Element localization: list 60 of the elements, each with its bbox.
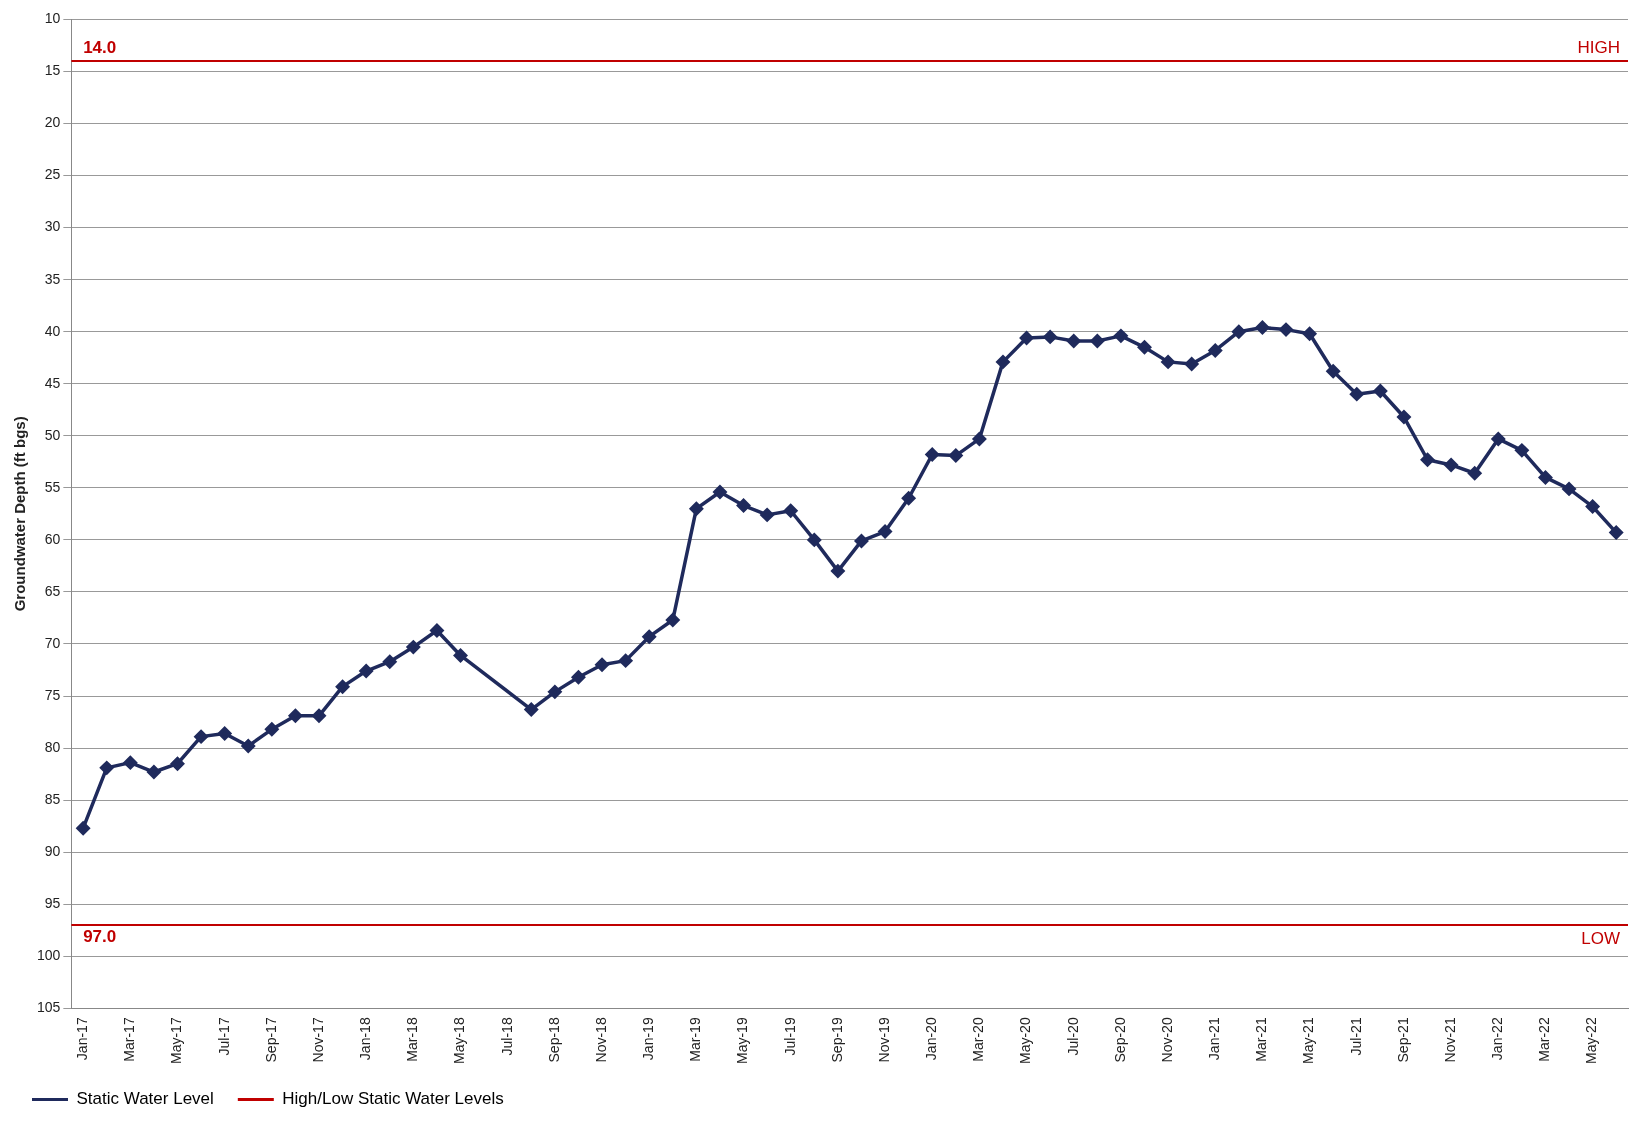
x-tick-label: Sep-20 [1111,1017,1128,1063]
ref-line-label: LOW [1581,929,1620,949]
y-tick-label: 65 [44,582,61,599]
x-tick-label: Jan-20 [923,1017,940,1061]
y-tick-label: 10 [44,10,61,27]
y-tick-label: 20 [44,114,61,131]
x-tick-label: Jul-19 [781,1017,798,1056]
ref-line-label: HIGH [1577,38,1620,58]
x-tick-label: Jul-20 [1064,1017,1081,1056]
y-tick-label: 40 [44,322,61,339]
x-tick-label: Jul-17 [215,1017,232,1056]
annotation: 97.0 [83,927,117,947]
x-tick-label: Mar-22 [1536,1017,1553,1062]
x-tick-label: May-19 [734,1017,751,1064]
y-tick-label: 60 [44,530,61,547]
x-tick-label: Mar-19 [687,1017,704,1062]
y-tick-label: 25 [44,166,61,183]
x-tick-label: Jul-18 [498,1017,515,1056]
y-tick-label: 35 [44,270,61,287]
y-tick-label: 80 [44,738,61,755]
y-tick-label: 45 [44,374,61,391]
annotation: 14.0 [83,38,117,58]
y-tick-label: 85 [44,790,61,807]
y-tick-label: 90 [44,843,61,860]
x-tick-label: Jan-22 [1489,1017,1506,1061]
x-tick-label: May-20 [1017,1017,1034,1064]
x-tick-label: Mar-17 [121,1017,138,1062]
x-tick-label: Nov-17 [309,1017,326,1063]
x-tick-label: Jul-21 [1347,1017,1364,1056]
y-tick-label: 30 [44,218,61,235]
x-tick-label: Jan-18 [357,1017,374,1061]
x-tick-label: Nov-18 [592,1017,609,1063]
x-tick-label: May-18 [451,1017,468,1064]
y-axis-title: Groundwater Depth (ft bgs) [11,416,29,612]
x-tick-label: Mar-20 [970,1017,987,1062]
y-tick-label: 15 [44,62,61,79]
x-tick-label: May-22 [1583,1017,1600,1064]
x-tick-label: Jan-17 [74,1017,91,1061]
x-tick-label: Nov-21 [1441,1017,1458,1063]
x-tick-label: Jan-19 [640,1017,657,1061]
x-tick-label: Nov-20 [1158,1017,1175,1063]
y-tick-label: 55 [44,478,61,495]
x-tick-label: Sep-19 [828,1017,845,1063]
text: High/Low Static Water Levels [282,1089,504,1109]
y-tick-label: 105 [37,999,61,1016]
y-tick-label: 100 [37,947,61,964]
x-tick-label: Mar-21 [1253,1017,1270,1062]
y-tick-label: 50 [44,426,61,443]
x-tick-label: Mar-18 [404,1017,421,1062]
x-tick-label: Nov-19 [875,1017,892,1063]
x-tick-label: Sep-17 [262,1017,279,1063]
x-tick-label: Jan-21 [1206,1017,1223,1061]
x-tick-label: Sep-18 [545,1017,562,1063]
x-tick-label: Sep-21 [1394,1017,1411,1063]
y-tick-label: 95 [44,895,61,912]
y-tick-label: 75 [44,686,61,703]
legend-label: Static Water Level [76,1089,214,1109]
y-tick-label: 70 [44,634,61,651]
x-tick-label: May-21 [1300,1017,1317,1064]
x-tick-label: May-17 [168,1017,185,1064]
